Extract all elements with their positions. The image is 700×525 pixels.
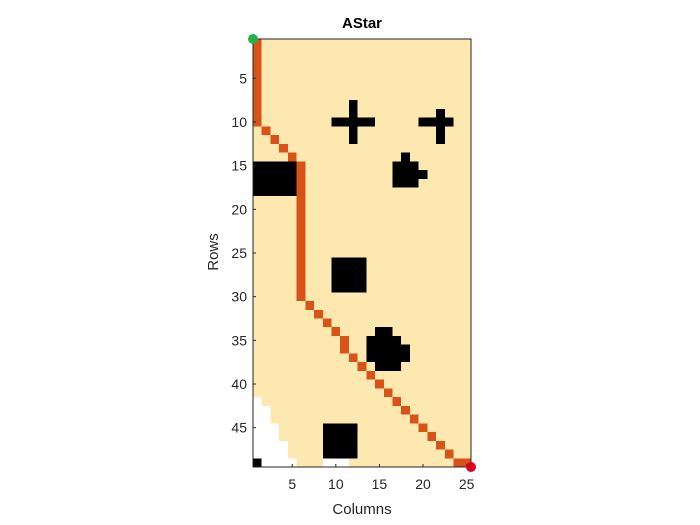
path-cell (296, 283, 306, 293)
path-cell (296, 204, 306, 214)
obstacle-cell (366, 335, 402, 345)
path-cell (331, 327, 341, 336)
x-tick-label: 25 (459, 476, 475, 492)
path-cell (462, 458, 471, 467)
obstacle-cell (392, 170, 428, 179)
obstacle-cell (253, 458, 262, 467)
obstacle-cell (418, 117, 454, 127)
path-cell (253, 117, 262, 127)
path-cell (418, 423, 428, 433)
path-cell (444, 449, 454, 459)
unexplored-cell (322, 458, 349, 467)
path-cell (296, 266, 306, 275)
chart-title: AStar (342, 15, 382, 32)
obstacle-cell (331, 117, 376, 127)
y-tick-label: 40 (231, 376, 247, 392)
path-cell (253, 39, 262, 48)
y-tick-label: 10 (231, 114, 247, 130)
path-cell (453, 458, 463, 467)
y-tick-label: 5 (239, 70, 247, 86)
path-cell (340, 344, 349, 354)
path-cell (375, 379, 384, 389)
path-cell (296, 292, 306, 302)
obstacle-cell (401, 152, 410, 162)
unexplored-cell (261, 458, 297, 467)
unexplored-cell (253, 423, 280, 441)
path-cell (253, 47, 262, 57)
path-cell (366, 370, 376, 380)
path-cell (296, 170, 306, 179)
x-tick-label: 15 (372, 476, 388, 492)
path-cell (287, 152, 297, 162)
x-ticks: 5 10 15 20 25 (288, 464, 475, 492)
path-cell (253, 56, 262, 66)
path-cells (253, 39, 471, 467)
y-tick-label: 15 (231, 158, 247, 174)
path-cell (383, 388, 393, 398)
path-cell (261, 126, 271, 136)
path-cell (296, 161, 306, 171)
path-cell (296, 257, 306, 267)
y-tick-label: 20 (231, 201, 247, 217)
grid-cells (253, 39, 471, 467)
unexplored-cell (253, 397, 262, 406)
path-cell (296, 196, 306, 205)
path-cell (296, 222, 306, 232)
obstacle-cell (253, 161, 297, 197)
y-axis-label: Rows (205, 233, 222, 271)
obstacle-cell (322, 423, 358, 459)
y-tick-label: 25 (231, 245, 247, 261)
path-cell (253, 82, 262, 92)
goal-marker (466, 462, 476, 472)
path-cell (409, 414, 419, 424)
x-tick-label: 10 (328, 476, 344, 492)
path-cell (296, 274, 306, 284)
path-cell (279, 143, 288, 153)
path-cell (427, 432, 437, 441)
obstacle-cell (375, 362, 402, 371)
obstacle-cell (331, 257, 367, 293)
path-cell (348, 353, 358, 363)
obstacle-cells (253, 100, 454, 467)
path-cell (340, 335, 349, 345)
obstacle-cell (366, 344, 410, 363)
path-cell (392, 397, 402, 406)
explored-region (253, 39, 471, 467)
path-cell (253, 73, 262, 83)
path-cell (253, 65, 262, 74)
path-cell (253, 91, 262, 101)
path-cell (253, 108, 262, 118)
path-cell (296, 231, 306, 240)
x-tick-label: 5 (288, 476, 296, 492)
path-cell (296, 239, 306, 249)
path-cell (401, 405, 410, 415)
unexplored-cell (253, 405, 271, 424)
x-axis-label: Columns (332, 501, 391, 518)
path-cell (296, 248, 306, 258)
y-tick-label: 35 (231, 332, 247, 348)
path-cell (357, 362, 367, 371)
y-tick-label: 30 (231, 289, 247, 305)
path-cell (270, 135, 280, 144)
path-cell (314, 309, 323, 319)
path-cell (436, 440, 445, 450)
path-cell (296, 187, 306, 197)
obstacle-cell (392, 161, 419, 171)
start-marker (248, 34, 258, 44)
path-cell (296, 213, 306, 223)
path-cell (322, 318, 332, 328)
path-cell (305, 301, 315, 310)
path-cell (253, 100, 262, 109)
obstacle-cell (392, 178, 419, 188)
obstacle-cell (375, 327, 393, 336)
y-tick-label: 45 (231, 420, 247, 436)
unexplored-cell (253, 440, 288, 459)
path-cell (296, 178, 306, 188)
x-tick-label: 20 (415, 476, 431, 492)
y-ticks: 5 10 15 20 25 30 35 40 45 (231, 70, 256, 436)
